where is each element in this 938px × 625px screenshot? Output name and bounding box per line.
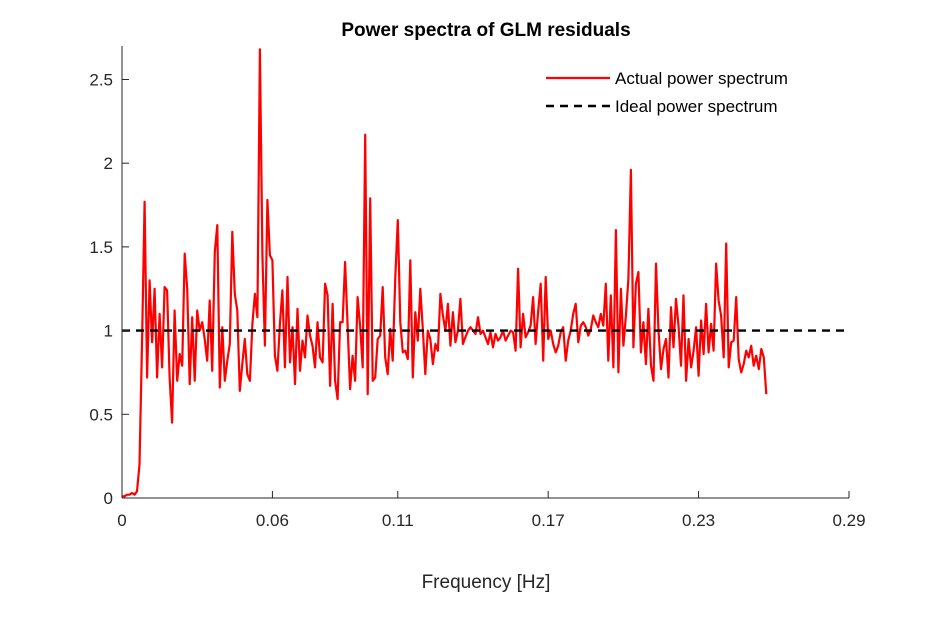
series-actual-power-spectrum xyxy=(122,48,768,498)
y-tick-label: 2.5 xyxy=(89,70,113,89)
legend-label-ideal: Ideal power spectrum xyxy=(615,97,778,116)
legend-label-actual: Actual power spectrum xyxy=(615,69,788,88)
plot-lines xyxy=(122,48,849,498)
y-tick-label: 0 xyxy=(104,489,113,508)
x-tick-label: 0.29 xyxy=(832,511,865,530)
x-tick-label: 0.17 xyxy=(532,511,565,530)
y-tick-label: 1 xyxy=(104,322,113,341)
chart-title: Power spectra of GLM residuals xyxy=(341,20,630,41)
x-axis-ticks: 0 0.06 0.11 0.17 0.23 0.29 xyxy=(117,491,866,530)
legend: Actual power spectrum Ideal power spectr… xyxy=(546,69,788,116)
y-tick-label: 1.5 xyxy=(89,238,113,257)
x-axis-title: Frequency [Hz] xyxy=(422,572,551,593)
x-tick-label: 0.06 xyxy=(256,511,289,530)
x-tick-label: 0.23 xyxy=(682,511,715,530)
y-tick-label: 0.5 xyxy=(89,405,113,424)
y-tick-label: 2 xyxy=(104,154,113,173)
x-tick-label: 0.11 xyxy=(382,511,414,530)
x-tick-label: 0 xyxy=(117,511,126,530)
y-axis-ticks: 0 0.5 1 1.5 2 2.5 xyxy=(89,70,129,508)
